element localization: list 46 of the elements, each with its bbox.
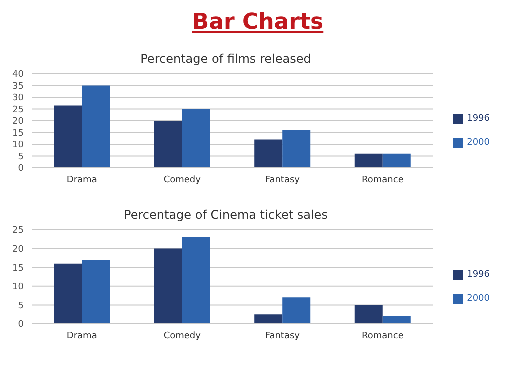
legend-label: 2000 [467,294,490,304]
bar [154,121,182,168]
chart-title: Bar Charts [191,9,325,37]
y-tick-label: 25 [12,226,24,236]
bar [54,106,82,168]
x-tick-label: Fantasy [265,331,301,342]
x-tick-label: Romance [362,175,404,186]
y-tick-label: 40 [12,70,24,80]
y-tick-label: 15 [12,264,24,274]
x-tick-label: Drama [66,331,98,342]
x-tick-label: Romance [362,331,404,342]
bar [82,260,110,324]
y-tick-label: 25 [12,105,24,116]
legend-label: 1996 [467,270,490,280]
chart-subtitle: Percentage of films released [140,52,312,68]
y-tick-label: 10 [12,282,24,293]
y-tick-label: 10 [12,140,24,151]
x-tick-label: Drama [66,175,98,186]
x-tick-label: Comedy [164,175,202,186]
bar [354,154,383,168]
chart-subtitle: Percentage of Cinema ticket sales [123,208,329,224]
y-tick-label: 30 [12,94,24,104]
y-tick-label: 5 [18,152,24,162]
y-tick-label: 0 [18,164,24,174]
bar [254,140,283,168]
y-tick-label: 5 [18,301,24,312]
bar [154,248,182,324]
y-tick-label: 15 [12,128,24,139]
bar [382,154,411,168]
y-tick-label: 0 [18,320,24,330]
y-tick-label: 35 [12,82,24,92]
x-tick-label: Fantasy [265,175,301,186]
bar [182,238,210,324]
legend-label: 2000 [467,138,490,148]
bar [182,109,210,168]
bar [354,305,383,324]
y-tick-label: 20 [12,117,24,128]
bar [82,86,110,168]
bar [282,130,311,168]
bar [382,316,411,324]
bar [282,298,311,324]
x-tick-label: Comedy [164,331,202,342]
bar [254,314,283,324]
y-tick-label: 20 [12,244,24,255]
bar [54,264,82,324]
legend-label: 1996 [467,114,490,124]
